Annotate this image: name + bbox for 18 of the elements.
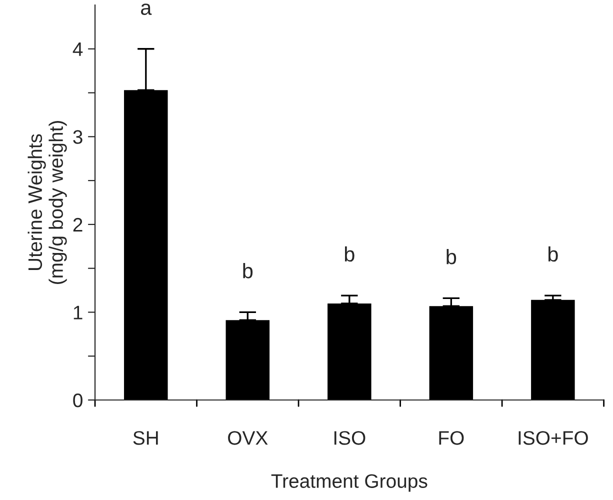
x-tick-label: ISO: [334, 431, 366, 445]
annotation: b: [243, 263, 253, 278]
y-tick-label: 0: [73, 393, 82, 408]
y-tick-label: 1: [74, 306, 82, 320]
x-tick-label: ISO+FO: [518, 431, 588, 445]
annotation: b: [446, 248, 456, 264]
annotation: b: [344, 246, 354, 262]
bar: [531, 300, 575, 400]
annotation: a: [140, 4, 152, 15]
x-tick-label: OVX: [228, 431, 268, 445]
y-axis-title: Uterine Weights (mg/g body weight): [28, 121, 67, 284]
x-tick-label: SH: [133, 431, 158, 445]
y-tick-label: 3: [73, 130, 82, 144]
y-tick-label: 2: [73, 218, 82, 232]
annotation: b: [548, 246, 558, 262]
x-tick-label: FO: [439, 431, 464, 445]
y-tick-label: 4: [72, 42, 83, 56]
x-axis-title: Treatment Groups: [271, 474, 428, 492]
